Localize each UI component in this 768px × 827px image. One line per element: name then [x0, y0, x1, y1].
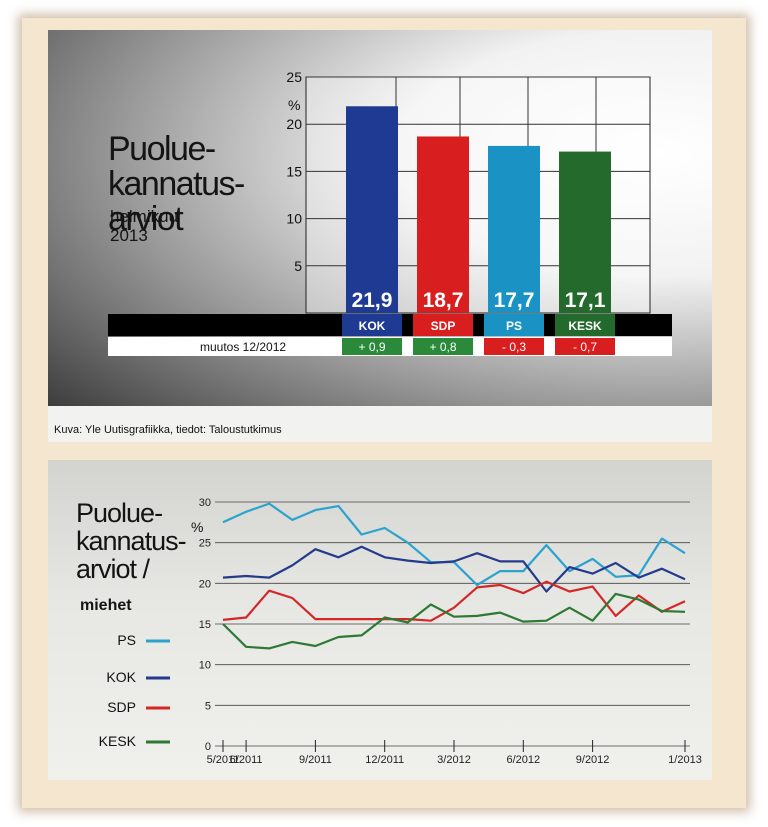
x-tick-label: 12/2011 — [365, 754, 404, 766]
legend-label: PS — [117, 632, 136, 648]
y-tick-label: 15 — [286, 163, 302, 179]
bar-ps — [488, 145, 540, 313]
y-tick-label: 25 — [199, 538, 211, 550]
category-label: KESK — [568, 319, 602, 333]
subtitle-line: 2013 — [110, 226, 148, 245]
x-tick-label: 6/2011 — [230, 754, 263, 766]
legend-label: KOK — [106, 669, 136, 685]
change-swatch — [342, 338, 402, 355]
y-tick-label: 25 — [286, 69, 302, 85]
bar-value-label: 17,1 — [565, 289, 606, 312]
source-credit: Kuva: Yle Uutisgrafiikka, tiedot: Talous… — [54, 424, 282, 436]
bar-sdp — [417, 136, 469, 313]
bar-kesk — [559, 151, 611, 313]
legend-label: KESK — [99, 733, 137, 749]
title-line: Puolue- — [76, 498, 162, 528]
change-label: muutos 12/2012 — [200, 340, 286, 354]
y-tick-label: 5 — [294, 258, 302, 274]
y-tick-label: 10 — [199, 660, 211, 672]
subtitle-line: helmikuu — [110, 207, 178, 226]
bar-value-label: 21,9 — [352, 289, 393, 312]
series-line-kesk — [222, 592, 686, 650]
x-tick-label: 3/2012 — [437, 754, 471, 766]
change-swatch — [413, 338, 473, 355]
title-line: kannatus- — [76, 526, 186, 556]
title-line: kannatus- — [108, 165, 244, 203]
y-axis-unit: % — [191, 519, 203, 535]
y-tick-label: 20 — [199, 578, 211, 590]
line-chart: Puolue-kannatus-arviot / miehet 0 5 10 15 20 25… — [76, 497, 702, 766]
source-bar — [48, 406, 712, 442]
series-line-ps — [222, 502, 686, 587]
y-tick-label: 20 — [286, 116, 302, 132]
change-value: - 0,3 — [502, 340, 526, 354]
change-swatch — [555, 338, 615, 355]
title-line: arviot — [108, 200, 184, 238]
y-axis-unit: % — [288, 97, 300, 113]
y-tick-label: 5 — [205, 700, 211, 712]
y-tick-label: 0 — [205, 741, 211, 753]
title-line: arviot / — [76, 554, 151, 584]
legend-label: SDP — [107, 699, 136, 715]
title-bold: miehet — [80, 597, 132, 614]
category-label: KOK — [359, 319, 386, 333]
title-line: Puolue- — [108, 130, 215, 168]
y-tick-label: 15 — [199, 619, 211, 631]
series-line-kok — [222, 545, 686, 593]
category-swatch — [342, 314, 402, 336]
bar-value-label: 17,7 — [494, 289, 535, 312]
x-tick-label: 1/2013 — [668, 754, 702, 766]
line-chart-panel: Puolue-kannatus-arviot / miehet 0 5 10 15 20 25… — [48, 460, 712, 780]
change-value: + 0,8 — [429, 340, 456, 354]
y-tick-label: 30 — [199, 497, 211, 509]
category-swatch — [555, 314, 615, 336]
series-line-sdp — [222, 580, 686, 622]
change-value: + 0,9 — [358, 340, 385, 354]
category-swatch — [484, 314, 544, 336]
x-tick-label: 5/2011 — [207, 754, 240, 766]
x-tick-label: 9/2012 — [576, 754, 610, 766]
x-tick-label: 9/2011 — [299, 754, 332, 766]
bar-value-label: 18,7 — [423, 289, 464, 312]
category-label: PS — [506, 319, 522, 333]
change-value: - 0,7 — [573, 340, 597, 354]
bar-chart-panel: Puolue-kannatus-arviot helmikuu 2013 5 10 15 2… — [48, 30, 712, 442]
x-tick-label: 6/2012 — [506, 754, 540, 766]
change-swatch — [484, 338, 544, 355]
category-label: SDP — [431, 319, 456, 333]
y-tick-label: 10 — [286, 211, 302, 227]
bar-kok — [346, 106, 398, 313]
category-swatch — [413, 314, 473, 336]
